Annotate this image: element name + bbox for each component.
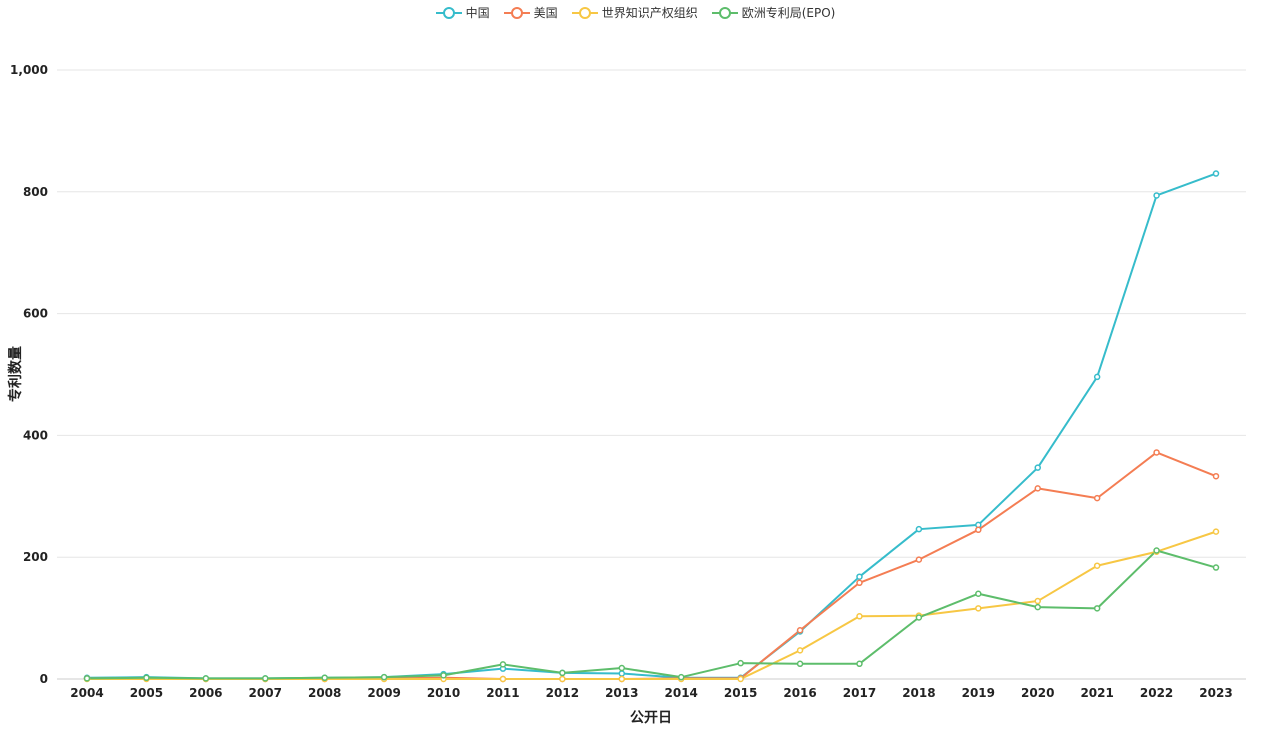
- y-tick-label: 1,000: [10, 63, 48, 77]
- data-point[interactable]: [1153, 547, 1160, 554]
- data-point[interactable]: [559, 669, 566, 677]
- x-tick-label: 2012: [546, 686, 579, 700]
- x-tick-label: 2010: [427, 686, 460, 700]
- x-tick-label: 2014: [665, 686, 698, 700]
- x-tick-label: 2009: [367, 686, 400, 700]
- x-tick-label: 2005: [130, 686, 163, 700]
- data-point[interactable]: [975, 590, 982, 597]
- data-point[interactable]: [1034, 603, 1041, 611]
- legend-marker-icon: [711, 6, 738, 19]
- x-tick-label: 2016: [783, 686, 816, 700]
- data-point[interactable]: [1212, 564, 1220, 571]
- series-line: [86, 172, 1217, 680]
- x-tick-label: 2011: [486, 686, 519, 700]
- legend-item-china[interactable]: 中国: [435, 4, 490, 21]
- legend-item-epo[interactable]: 欧洲专利局(EPO): [711, 4, 836, 21]
- data-point[interactable]: [737, 675, 744, 683]
- x-tick-label: 2017: [843, 686, 876, 700]
- data-point[interactable]: [975, 605, 982, 612]
- data-point[interactable]: [796, 647, 804, 654]
- x-tick-label: 2004: [70, 686, 103, 700]
- series-line: [86, 549, 1217, 680]
- data-point[interactable]: [1093, 562, 1101, 569]
- legend-label: 美国: [533, 6, 558, 20]
- y-tick-label: 800: [23, 185, 48, 199]
- data-point[interactable]: [1153, 192, 1160, 199]
- data-point[interactable]: [1093, 605, 1101, 612]
- data-point[interactable]: [796, 627, 804, 634]
- series-line: [87, 451, 1217, 680]
- y-tick-label: 0: [40, 672, 48, 686]
- data-point[interactable]: [143, 674, 150, 682]
- legend-label: 中国: [465, 6, 490, 20]
- grid: [57, 69, 1246, 680]
- data-point[interactable]: [737, 659, 744, 667]
- data-point[interactable]: [499, 661, 507, 668]
- data-point[interactable]: [856, 660, 863, 668]
- y-tick-label: 600: [23, 307, 48, 321]
- legend-item-wipo[interactable]: 世界知识产权组织: [571, 4, 698, 21]
- series-group: [83, 170, 1220, 683]
- data-point[interactable]: [975, 526, 982, 534]
- data-point[interactable]: [1153, 449, 1160, 456]
- data-point[interactable]: [915, 525, 923, 533]
- legend: 中国 美国 世界知识产权组织 欧洲专利局(EPO): [0, 4, 1271, 21]
- data-point[interactable]: [1034, 485, 1041, 492]
- data-point[interactable]: [380, 673, 388, 681]
- series-line: [87, 530, 1217, 680]
- y-tick-label: 200: [23, 550, 48, 564]
- data-point[interactable]: [1093, 373, 1101, 381]
- data-point[interactable]: [618, 664, 626, 672]
- data-point[interactable]: [618, 675, 626, 683]
- data-point[interactable]: [1212, 528, 1220, 535]
- legend-item-usa[interactable]: 美国: [503, 4, 558, 21]
- x-tick-label: 2008: [308, 686, 341, 700]
- data-point[interactable]: [1034, 597, 1041, 605]
- data-point[interactable]: [440, 672, 447, 679]
- data-point[interactable]: [262, 675, 269, 682]
- x-tick-label: 2019: [962, 686, 995, 700]
- data-point[interactable]: [915, 614, 923, 621]
- x-tick-label: 2022: [1140, 686, 1173, 700]
- x-tick-label: 2006: [189, 686, 222, 700]
- data-point[interactable]: [618, 670, 626, 677]
- data-point[interactable]: [202, 675, 210, 682]
- data-point[interactable]: [915, 556, 923, 563]
- x-tick-label: 2023: [1199, 686, 1232, 700]
- x-tick-label: 2007: [249, 686, 282, 700]
- data-point[interactable]: [499, 675, 507, 683]
- x-tick-label: 2021: [1080, 686, 1113, 700]
- data-point[interactable]: [83, 675, 91, 682]
- x-axis: 2004 2005 2006 2007 2008 2009 2010 2011 2012 2013…: [70, 686, 1232, 700]
- data-point[interactable]: [796, 660, 804, 668]
- legend-marker-icon: [435, 6, 462, 19]
- legend-marker-icon: [503, 6, 530, 19]
- legend-label: 欧洲专利局(EPO): [741, 6, 836, 20]
- x-axis-title: 公开日: [630, 710, 672, 726]
- data-point[interactable]: [856, 579, 863, 587]
- y-tick-label: 400: [23, 428, 48, 442]
- legend-label: 世界知识产权组织: [601, 6, 698, 20]
- x-tick-label: 2015: [724, 686, 757, 700]
- data-point[interactable]: [856, 613, 863, 620]
- y-axis: 0 200 400 600 800 1,000: [10, 63, 48, 686]
- y-axis-title: 专利数量: [7, 346, 24, 402]
- x-tick-label: 2020: [1021, 686, 1054, 700]
- x-tick-label: 2018: [902, 686, 935, 700]
- x-tick-label: 2013: [605, 686, 638, 700]
- data-point[interactable]: [1212, 472, 1220, 480]
- data-point[interactable]: [559, 675, 566, 683]
- data-point[interactable]: [1034, 464, 1041, 471]
- legend-marker-icon: [571, 6, 598, 19]
- data-point[interactable]: [321, 674, 328, 682]
- data-point[interactable]: [1093, 494, 1101, 502]
- data-point[interactable]: [677, 673, 685, 681]
- data-point[interactable]: [1212, 170, 1220, 177]
- data-point[interactable]: [856, 573, 863, 580]
